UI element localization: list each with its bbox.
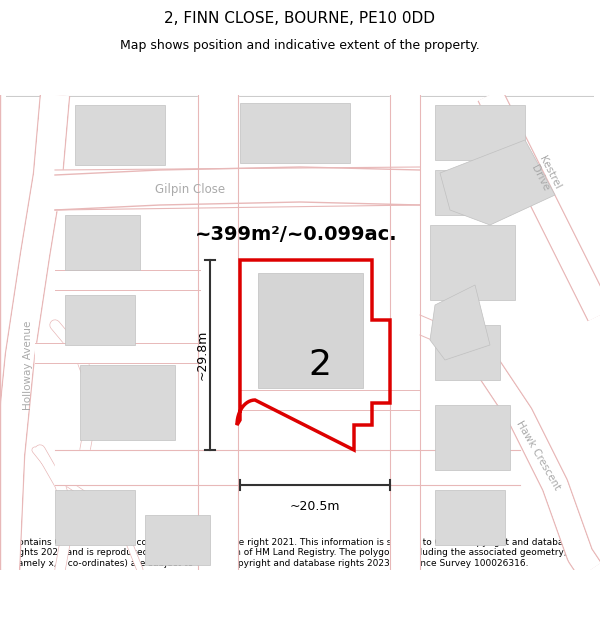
- Text: ~20.5m: ~20.5m: [290, 500, 340, 513]
- Bar: [435, 405, 510, 470]
- Bar: [65, 295, 135, 345]
- Bar: [258, 273, 363, 388]
- Bar: [430, 225, 515, 300]
- Text: 2, FINN CLOSE, BOURNE, PE10 0DD: 2, FINN CLOSE, BOURNE, PE10 0DD: [164, 11, 436, 26]
- Bar: [435, 490, 505, 545]
- Bar: [240, 103, 350, 163]
- Text: ~29.8m: ~29.8m: [196, 330, 209, 380]
- Polygon shape: [440, 140, 555, 225]
- Text: Contains OS data © Crown copyright and database right 2021. This information is : Contains OS data © Crown copyright and d…: [12, 538, 574, 568]
- Text: Kestrel
Drive: Kestrel Drive: [527, 154, 563, 196]
- Text: Holloway Avenue: Holloway Avenue: [23, 320, 33, 410]
- Bar: [145, 515, 210, 565]
- Bar: [80, 365, 175, 440]
- Bar: [55, 490, 135, 545]
- Text: Hawk Crescent: Hawk Crescent: [514, 419, 562, 491]
- Bar: [65, 215, 140, 270]
- Text: Map shows position and indicative extent of the property.: Map shows position and indicative extent…: [120, 39, 480, 51]
- Bar: [435, 325, 500, 380]
- Bar: [435, 170, 510, 215]
- Text: 2: 2: [308, 348, 331, 382]
- Bar: [75, 105, 165, 165]
- Text: ~399m²/~0.099ac.: ~399m²/~0.099ac.: [195, 225, 398, 244]
- Polygon shape: [430, 285, 490, 360]
- Text: Gilpin Close: Gilpin Close: [155, 184, 225, 196]
- Bar: [435, 105, 525, 160]
